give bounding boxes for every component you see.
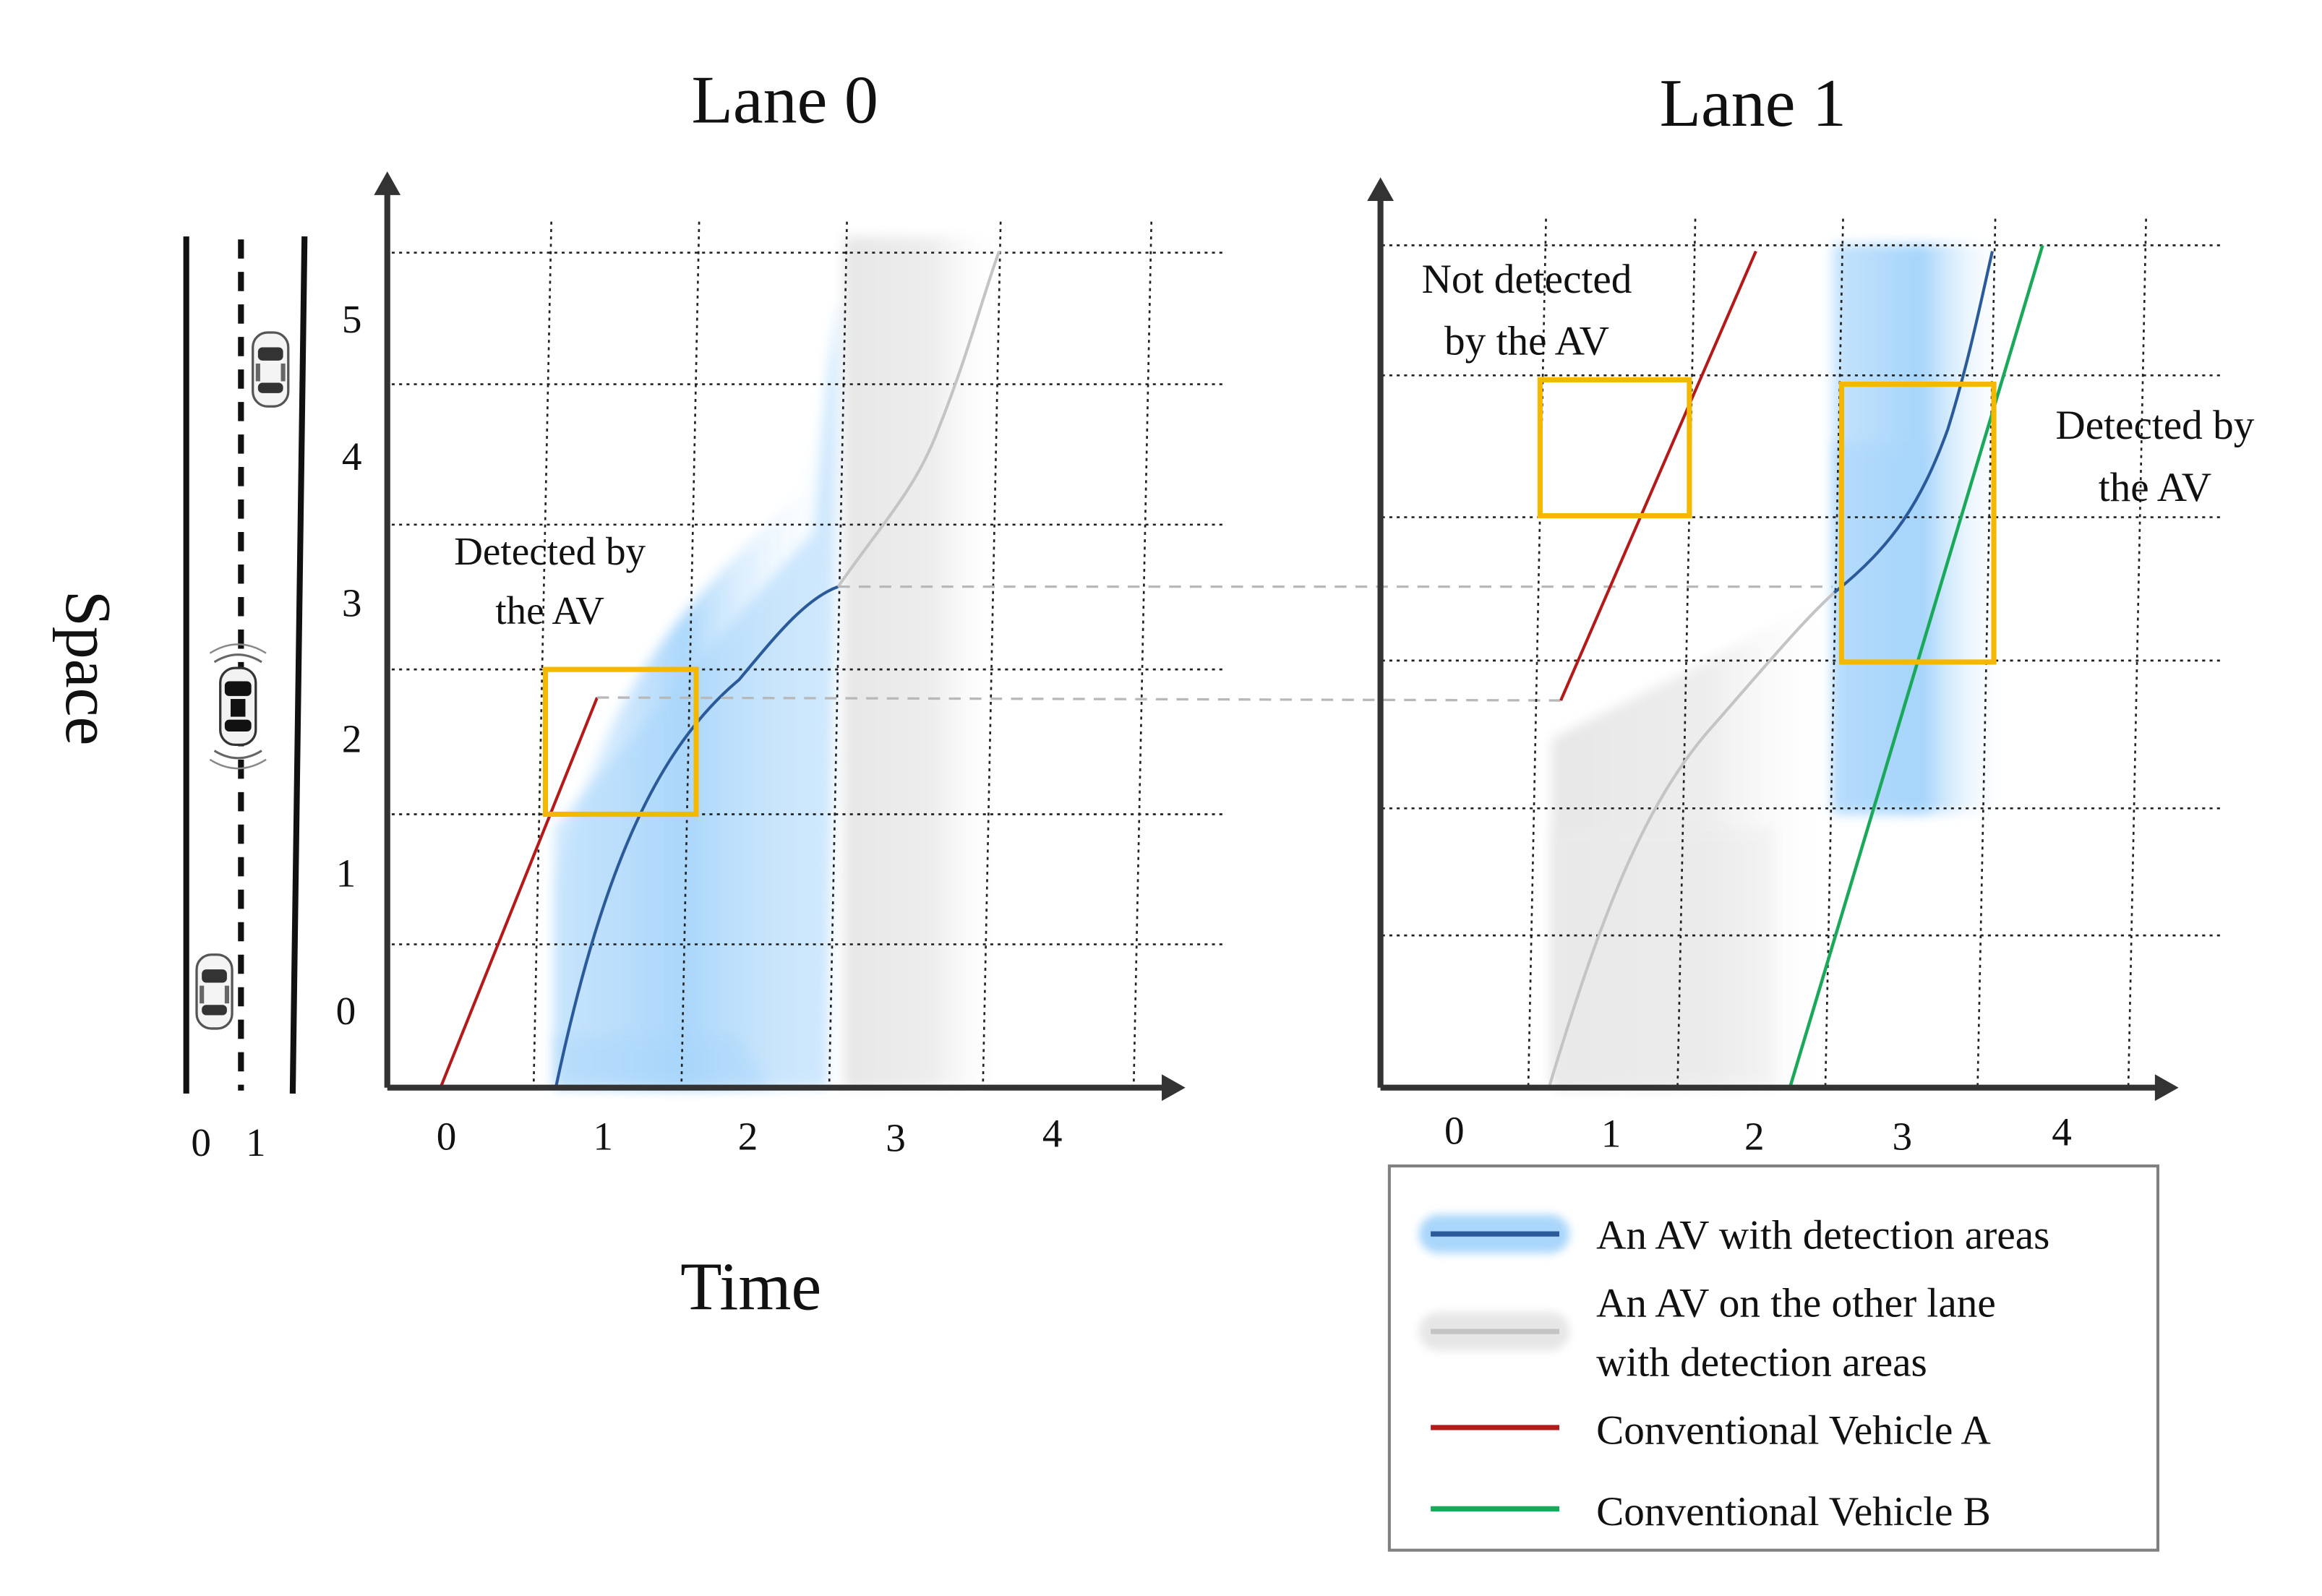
- lane0-detection-box: [542, 666, 699, 818]
- y-axis-label: Space: [52, 591, 124, 746]
- lane1-av-trajectory: [1833, 251, 1994, 594]
- lane0-x-tick: 3: [886, 1116, 906, 1160]
- lane1-grey-detection-area: [1551, 591, 1841, 1088]
- lane1-not-detected-box: [1537, 377, 1692, 519]
- lane1-detected-line2: the AV: [2099, 465, 2211, 510]
- legend-item-av-other-lane: An AV on the other lane with detection a…: [1418, 1281, 1996, 1385]
- road-lane-label: 0: [191, 1120, 211, 1164]
- lane1-title: Lane 1: [1660, 66, 1846, 141]
- lane0-title: Lane 0: [691, 63, 878, 138]
- lane0-x-axis-arrow: [1162, 1074, 1186, 1102]
- lane0-x-tick: 1: [593, 1115, 613, 1159]
- lane1-not-detected-line1: Not detected: [1422, 257, 1632, 302]
- lane1-grid: [1381, 218, 2224, 1088]
- x-axis-label: Time: [680, 1249, 821, 1324]
- lane0-y-axis-arrow: [374, 171, 401, 195]
- lane0-panel: Lane 0 Dete: [336, 63, 1227, 1160]
- lane0-vehicle-a-line: [439, 697, 599, 1089]
- legend-label: Conventional Vehicle B: [1596, 1489, 1991, 1535]
- legend-label: with detection areas: [1596, 1339, 1927, 1385]
- road-lane-label: 1: [246, 1120, 266, 1164]
- road-diagram: 0 1: [183, 236, 308, 1164]
- lane1-y-axis-arrow: [1367, 177, 1394, 202]
- lane0-annotation-line1: Detected by: [454, 529, 646, 573]
- lane1-vehicle-b-line: [1788, 244, 2044, 1089]
- lane0-y-tick: 2: [342, 717, 362, 761]
- lane1-detected-line1: Detected by: [2055, 403, 2254, 448]
- lane1-vehicle-a-line: [1559, 250, 1757, 701]
- lane1-not-detected-line2: by the AV: [1444, 319, 1609, 364]
- legend-item-vehicle-b: Conventional Vehicle B: [1431, 1489, 1991, 1535]
- lane1-x-tick: 0: [1444, 1108, 1465, 1152]
- lane0-av-other-trajectory: [836, 250, 1001, 588]
- legend: An AV with detection areas An AV on the …: [1387, 1164, 2160, 1552]
- cross-lane-connectors: [597, 585, 1833, 702]
- lane0-grid: [391, 221, 1227, 1088]
- car-icon: [195, 953, 234, 1030]
- lane0-y-tick: 1: [336, 851, 356, 896]
- lane1-detected-box: [1838, 381, 1997, 665]
- legend-label: An AV with detection areas: [1596, 1213, 2049, 1258]
- lane1-x-tick: 2: [1744, 1115, 1765, 1159]
- lane1-x-tick: 3: [1892, 1115, 1912, 1159]
- lane0-y-tick: 4: [342, 434, 362, 479]
- lane0-x-tick: 4: [1042, 1111, 1063, 1155]
- av-car-icon: [209, 643, 267, 770]
- lane1-panel: Lane 1: [1367, 66, 2255, 1159]
- legend-item-vehicle-a: Conventional Vehicle A: [1431, 1407, 1991, 1453]
- lane0-x-tick: 2: [738, 1115, 758, 1159]
- road-edge-right: [289, 236, 308, 1094]
- lane0-annotation-line2: the AV: [495, 588, 604, 632]
- lane1-x-tick: 4: [2052, 1110, 2072, 1154]
- lane0-y-tick: 0: [336, 989, 356, 1033]
- car-icon: [252, 331, 290, 408]
- lane0-grey-detection-area: [844, 236, 1007, 1088]
- lane0-x-tick: 0: [437, 1115, 457, 1159]
- legend-item-av: An AV with detection areas: [1418, 1213, 2049, 1258]
- legend-label: An AV on the other lane: [1596, 1281, 1996, 1326]
- lane1-x-tick: 1: [1601, 1111, 1621, 1155]
- lane0-av-trajectory: [554, 585, 839, 1089]
- legend-label: Conventional Vehicle A: [1596, 1407, 1991, 1453]
- lane1-x-axis-arrow: [2154, 1074, 2179, 1102]
- lane0-y-tick: 5: [342, 297, 362, 341]
- lane0-y-tick: 3: [342, 581, 362, 625]
- lane1-av-other-trajectory: [1547, 591, 1835, 1089]
- lane1-blue-detection-area: [1833, 244, 2010, 813]
